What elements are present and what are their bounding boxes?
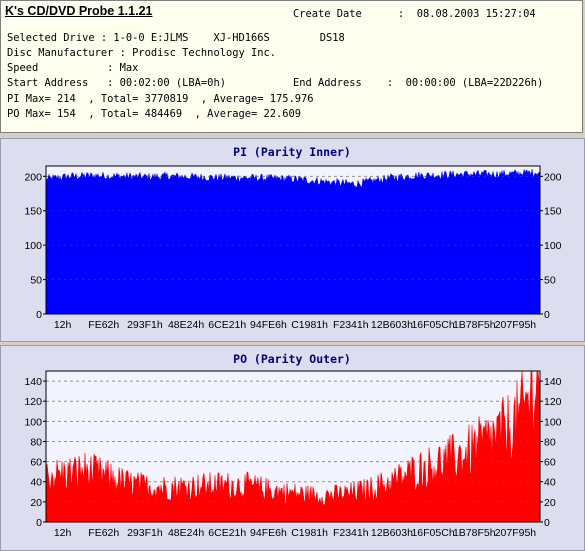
end-address-line: End Address : 00:00:00 (LBA=22D226h) xyxy=(293,77,544,89)
y-tick-label-right: 20 xyxy=(544,497,556,509)
pi-chart: PI (Parity Inner) 0 0 50 50 100 100 150 150 200 2… xyxy=(24,145,562,331)
x-tick-label: FE62h xyxy=(88,527,119,539)
x-tick-label: 1B78F5h xyxy=(453,319,496,331)
start-address-line: Start Address : 00:02:00 (LBA=0h) xyxy=(7,77,226,89)
x-tick-label: F2341h xyxy=(333,319,369,331)
x-tick-label: 6CE21h xyxy=(208,319,246,331)
create-date-label: Create Date xyxy=(293,8,362,20)
y-tick-label-right: 0 xyxy=(544,517,550,529)
x-tick-label: 12B603h xyxy=(371,319,413,331)
plot-border-0 xyxy=(45,165,541,315)
y-tick-label-left: 100 xyxy=(24,240,42,252)
y-tick-label-left: 20 xyxy=(30,497,42,509)
x-tick-label: 48E24h xyxy=(168,319,204,331)
y-tick-label-right: 0 xyxy=(544,309,550,321)
x-tick-label: 94FE6h xyxy=(250,319,287,331)
po-chart-title: PO (Parity Outer) xyxy=(233,352,351,366)
x-tick-label: 6CE21h xyxy=(208,527,246,539)
create-date-value: : 08.08.2003 15:27:04 xyxy=(398,8,536,20)
y-tick-label-right: 60 xyxy=(544,457,556,469)
y-tick-label-right: 100 xyxy=(544,240,562,252)
x-tick-label: 1B78F5h xyxy=(453,527,496,539)
x-tick-label: 94FE6h xyxy=(250,527,287,539)
po-summary-line: PO Max= 154 , Total= 484469 , Average= 2… xyxy=(7,108,302,120)
series-area-0 xyxy=(45,168,541,315)
y-tick-label-right: 40 xyxy=(544,477,556,489)
pi-chart-panel: PI (Parity Inner) 0 0 50 50 100 100 150 150 200 2… xyxy=(0,138,585,342)
pi-summary-line: PI Max= 214 , Total= 3770819 , Average= … xyxy=(7,93,314,105)
x-tick-label: 207F95h xyxy=(495,319,537,331)
y-tick-label-left: 200 xyxy=(24,171,42,183)
selected-drive-line: Selected Drive : 1-0-0 E:JLMS XJ-HD166S … xyxy=(7,32,345,44)
y-tick-label-left: 60 xyxy=(30,457,42,469)
x-tick-label: 207F95h xyxy=(495,527,537,539)
y-tick-label-left: 80 xyxy=(30,436,42,448)
y-tick-label-left: 140 xyxy=(24,376,42,388)
plot-border-1 xyxy=(45,370,541,523)
y-tick-label-left: 40 xyxy=(30,477,42,489)
x-tick-label: C1981h xyxy=(291,319,328,331)
y-tick-label-left: 0 xyxy=(36,517,42,529)
x-tick-label: FE62h xyxy=(88,319,119,331)
y-tick-label-left: 150 xyxy=(24,206,42,218)
app-title: K's CD/DVD Probe 1.1.21 xyxy=(5,4,153,18)
y-tick-label-right: 140 xyxy=(544,376,562,388)
disc-manufacturer-line: Disc Manufacturer : Prodisc Technology I… xyxy=(7,47,276,59)
y-tick-label-left: 100 xyxy=(24,416,42,428)
x-tick-label: 16F05Ch xyxy=(411,527,454,539)
x-tick-label: 12h xyxy=(54,319,72,331)
pi-chart-title: PI (Parity Inner) xyxy=(233,145,351,159)
y-tick-label-right: 150 xyxy=(544,206,562,218)
po-chart: PO (Parity Outer) 0 0 20 20 40 40 60 60 80 80 100 1… xyxy=(24,352,562,539)
x-tick-label: 12h xyxy=(54,527,72,539)
x-tick-label: 293F1h xyxy=(127,319,163,331)
y-tick-label-right: 50 xyxy=(544,275,556,287)
x-tick-label: 48E24h xyxy=(168,527,204,539)
x-tick-label: C1981h xyxy=(291,527,328,539)
x-tick-label: 293F1h xyxy=(127,527,163,539)
po-chart-panel: PO (Parity Outer) 0 0 20 20 40 40 60 60 80 80 100 1… xyxy=(0,345,585,551)
y-tick-label-right: 80 xyxy=(544,436,556,448)
y-tick-label-left: 0 xyxy=(36,309,42,321)
y-tick-label-left: 50 xyxy=(30,275,42,287)
y-tick-label-right: 200 xyxy=(544,171,562,183)
series-area-1 xyxy=(45,370,541,523)
x-tick-label: 16F05Ch xyxy=(411,319,454,331)
info-panel: K's CD/DVD Probe 1.1.21 Create Date : 08… xyxy=(0,0,583,133)
y-tick-label-right: 120 xyxy=(544,396,562,408)
x-tick-label: 12B603h xyxy=(371,527,413,539)
y-tick-label-right: 100 xyxy=(544,416,562,428)
y-tick-label-left: 120 xyxy=(24,396,42,408)
x-tick-label: F2341h xyxy=(333,527,369,539)
speed-line: Speed : Max xyxy=(7,62,139,74)
